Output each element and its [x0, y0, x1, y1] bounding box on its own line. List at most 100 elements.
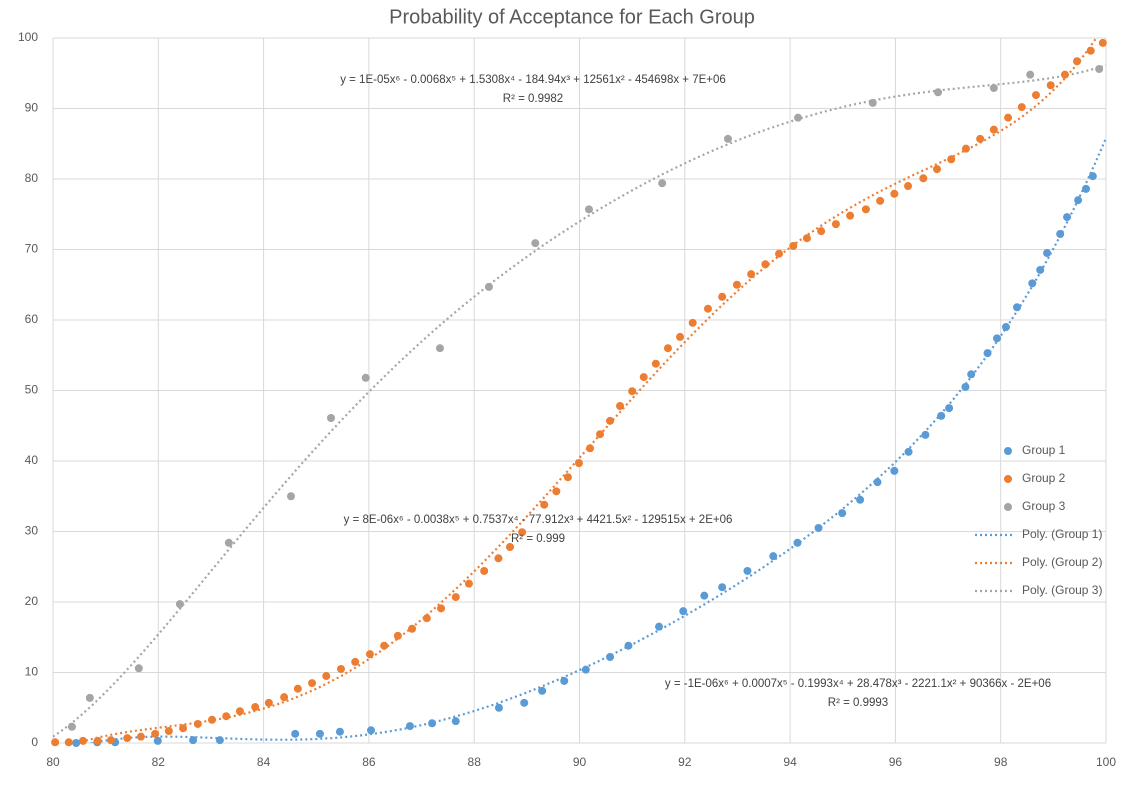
data-point: [890, 466, 899, 475]
data-point: [584, 205, 593, 214]
legend-label: Group 3: [1022, 499, 1066, 513]
data-point: [723, 134, 732, 143]
legend-label: Poly. (Group 1): [1022, 527, 1102, 541]
data-point: [586, 444, 595, 453]
data-point: [1004, 113, 1013, 122]
data-point: [435, 344, 444, 353]
data-point: [405, 722, 414, 731]
data-point: [688, 318, 697, 327]
data-point: [1046, 81, 1055, 90]
data-point: [224, 538, 233, 547]
data-point: [769, 552, 778, 561]
x-tick-label: 84: [257, 755, 271, 769]
data-point: [846, 211, 855, 220]
x-tick-label: 90: [573, 755, 587, 769]
data-point: [655, 622, 664, 631]
y-tick-label: 100: [18, 30, 38, 44]
data-point: [67, 722, 76, 731]
x-tick-label: 96: [889, 755, 903, 769]
data-point: [326, 413, 335, 422]
data-point: [658, 179, 667, 188]
data-point: [494, 703, 503, 712]
x-tick-label: 92: [678, 755, 692, 769]
data-point: [1017, 103, 1026, 112]
data-point: [251, 703, 260, 712]
data-point: [856, 495, 865, 504]
data-point: [743, 566, 752, 575]
trendline-r2: R² = 0.9993: [828, 697, 888, 709]
data-point: [1001, 323, 1010, 332]
x-tick-label: 80: [46, 755, 60, 769]
x-tick-label: 86: [362, 755, 376, 769]
data-point: [79, 736, 88, 745]
data-point: [393, 631, 402, 640]
y-tick-label: 50: [25, 383, 39, 397]
data-point: [193, 719, 202, 728]
data-point: [164, 727, 173, 736]
data-point: [581, 665, 590, 674]
data-point: [222, 712, 231, 721]
data-point: [628, 387, 637, 396]
data-point: [235, 707, 244, 716]
data-point: [679, 607, 688, 616]
data-point: [72, 739, 81, 747]
data-point: [208, 715, 217, 724]
data-point: [291, 729, 300, 738]
data-point: [890, 189, 899, 198]
data-point: [506, 543, 515, 552]
data-point: [817, 227, 826, 236]
data-point: [947, 155, 956, 164]
data-point: [51, 738, 60, 747]
data-point: [1026, 70, 1035, 79]
data-point: [761, 260, 770, 269]
x-tick-label: 94: [783, 755, 797, 769]
legend-label: Group 2: [1022, 471, 1066, 485]
data-point: [531, 239, 540, 248]
data-point: [934, 88, 943, 97]
data-point: [838, 509, 847, 518]
data-point: [1013, 303, 1022, 312]
trendline: [53, 64, 1106, 738]
data-point: [422, 614, 431, 623]
data-point: [179, 724, 188, 733]
data-point: [437, 604, 446, 613]
data-point: [1063, 213, 1072, 222]
data-point: [718, 583, 727, 592]
legend-marker: [1004, 475, 1012, 483]
data-point: [989, 84, 998, 93]
y-tick-label: 90: [25, 101, 39, 115]
data-point: [775, 249, 784, 258]
data-point: [873, 478, 882, 487]
data-point: [151, 729, 160, 738]
data-point: [520, 698, 529, 707]
plot-area: [53, 38, 1106, 743]
data-point: [1056, 229, 1065, 238]
data-point: [639, 373, 648, 382]
y-tick-label: 70: [25, 242, 39, 256]
data-point: [322, 672, 331, 681]
data-point: [351, 657, 360, 666]
trendline: [88, 137, 1106, 743]
data-point: [1036, 265, 1045, 274]
data-point: [293, 684, 302, 693]
data-point: [1043, 249, 1052, 258]
data-point: [540, 500, 549, 509]
data-point: [876, 196, 885, 205]
data-point: [1095, 65, 1104, 74]
data-point: [563, 473, 572, 482]
trendline-equation: y = -1E-06x⁶ + 0.0007x⁵ - 0.1993x⁴ + 28.…: [665, 678, 1051, 690]
data-point: [538, 686, 547, 695]
data-point: [380, 641, 389, 650]
data-point: [606, 416, 615, 425]
data-point: [616, 402, 625, 411]
legend-label: Group 1: [1022, 443, 1066, 457]
y-tick-label: 60: [25, 312, 39, 326]
data-point: [264, 698, 273, 707]
data-point: [732, 280, 741, 289]
data-point: [308, 679, 317, 688]
data-point: [1081, 184, 1090, 193]
legend-marker: [1004, 447, 1012, 455]
data-point: [336, 664, 345, 673]
